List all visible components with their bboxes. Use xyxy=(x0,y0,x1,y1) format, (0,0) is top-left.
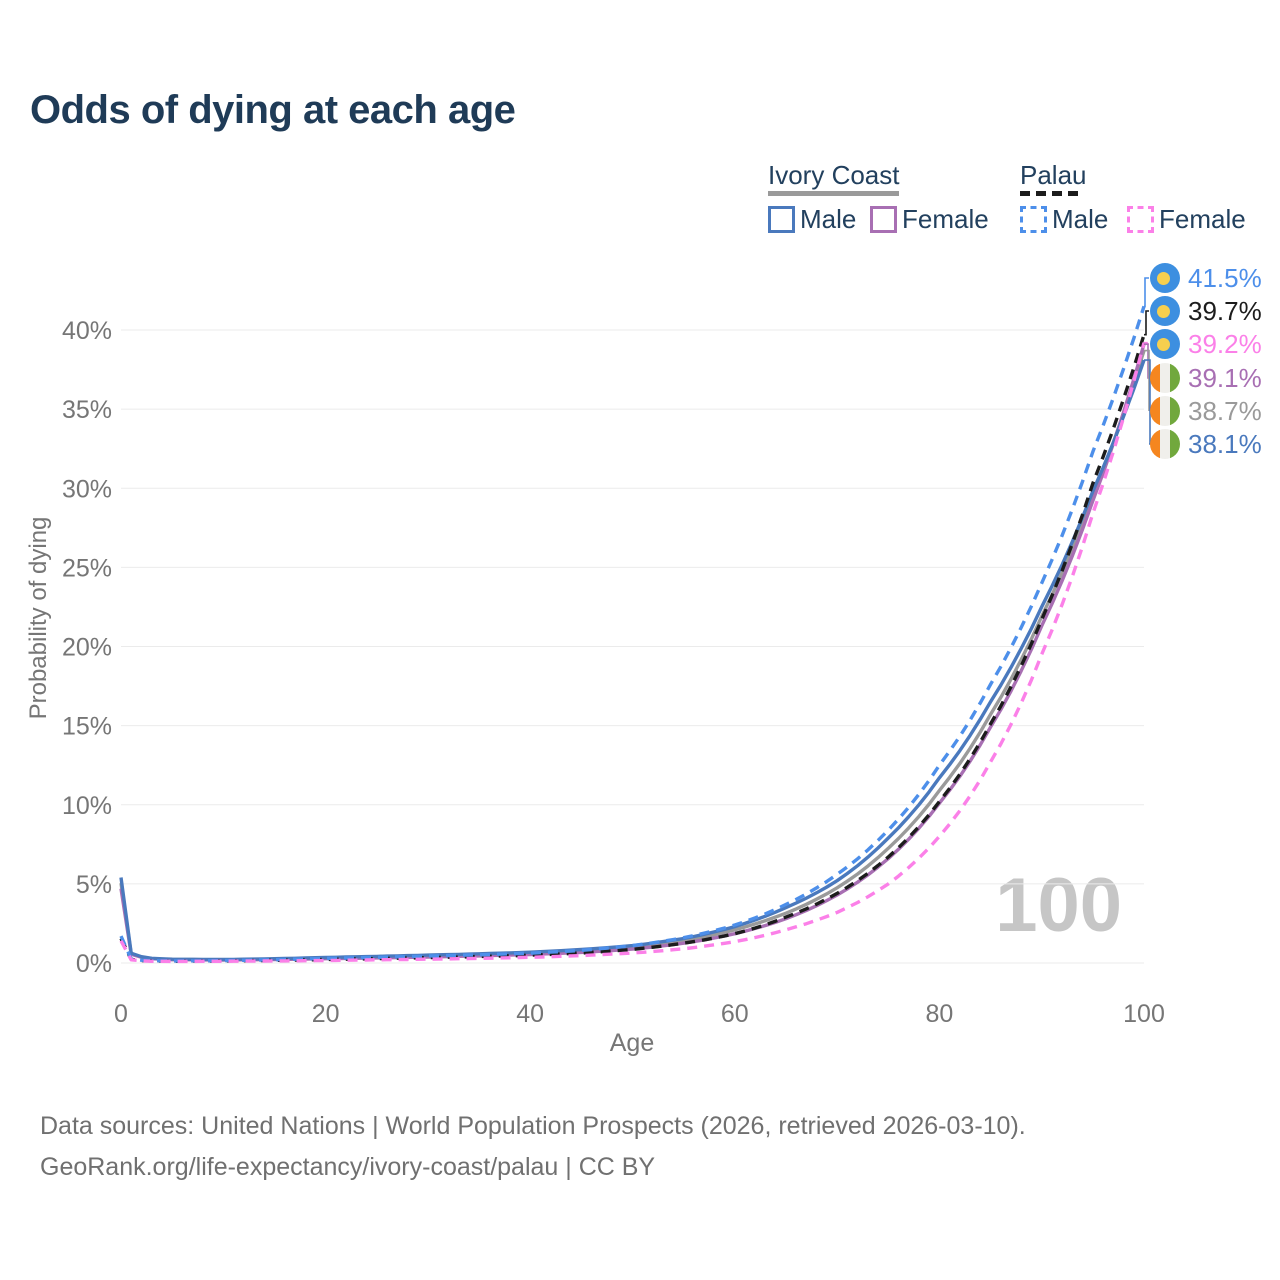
y-tick-label: 40% xyxy=(62,317,112,345)
x-tick-label: 20 xyxy=(312,1000,340,1028)
ivory-coast-flag-icon xyxy=(1150,363,1180,393)
chart-title: Odds of dying at each age xyxy=(30,88,516,132)
ivory-coast-flag-icon xyxy=(1150,429,1180,459)
label-connector xyxy=(1144,349,1150,411)
end-label-palau-female: 39.2% xyxy=(1150,328,1262,360)
series-line-palau-both-sexes[interactable] xyxy=(119,334,1146,963)
y-tick-label: 15% xyxy=(62,713,112,741)
legend-palau-underline xyxy=(1020,191,1083,196)
legend-swatch-ivory-coast-male[interactable] xyxy=(768,206,795,233)
series-line-palau-female[interactable] xyxy=(119,342,1146,964)
y-axis-title: Probability of dying xyxy=(25,517,52,720)
series-line-ivory-coast-both-sexes[interactable] xyxy=(119,350,1146,962)
palau-flag-moon xyxy=(1156,304,1170,318)
legend-ivory-coast-underline xyxy=(768,191,899,196)
palau-flag-moon xyxy=(1156,337,1170,351)
age-watermark: 100 xyxy=(995,863,1122,948)
legend-label-ivory-coast-male[interactable]: Male xyxy=(800,204,857,234)
y-tick-label: 10% xyxy=(62,792,112,820)
legend-label-ivory-coast-female[interactable]: Female xyxy=(902,204,989,234)
end-label-palau-male: 41.5% xyxy=(1150,262,1262,294)
end-label-value: 38.7% xyxy=(1188,395,1262,426)
series-line-palau-male[interactable] xyxy=(119,305,1146,963)
series-line-ivory-coast-female[interactable] xyxy=(119,343,1146,962)
end-label-ivory-coast-female: 39.1% xyxy=(1150,362,1262,394)
x-tick-label: 0 xyxy=(114,1000,128,1028)
y-tick-label: 30% xyxy=(62,475,112,503)
x-tick-label: 60 xyxy=(721,1000,749,1028)
x-tick-label: 40 xyxy=(516,1000,544,1028)
palau-flag-icon xyxy=(1150,296,1180,326)
footer-link: GeoRank.org/life-expectancy/ivory-coast/… xyxy=(40,1153,656,1181)
end-label-value: 39.2% xyxy=(1188,328,1262,359)
palau-flag-icon xyxy=(1150,329,1180,359)
series-line-ivory-coast-male[interactable] xyxy=(119,359,1146,962)
end-label-value: 41.5% xyxy=(1188,262,1262,293)
legend-swatch-palau-female[interactable] xyxy=(1127,206,1154,233)
end-label-value: 38.1% xyxy=(1188,428,1262,459)
x-tick-label: 100 xyxy=(1123,1000,1165,1028)
legend-label-palau-male[interactable]: Male xyxy=(1052,204,1109,234)
end-label-value: 39.1% xyxy=(1188,362,1262,393)
end-label-value: 39.7% xyxy=(1188,295,1262,326)
legend-swatch-palau-male[interactable] xyxy=(1020,206,1047,233)
legend-group-palau: Palau xyxy=(1020,160,1087,190)
x-axis-title: Age xyxy=(610,1029,654,1057)
label-connector xyxy=(1144,310,1149,336)
end-label-ivory-coast-male: 38.1% xyxy=(1150,428,1262,460)
label-connector xyxy=(1144,277,1149,308)
label-connector xyxy=(1144,359,1151,445)
x-tick-label: 80 xyxy=(925,1000,953,1028)
y-tick-label: 35% xyxy=(62,396,112,424)
legend-swatch-ivory-coast-female[interactable] xyxy=(870,206,897,233)
legend-label-palau-female[interactable]: Female xyxy=(1159,204,1246,234)
palau-flag-icon xyxy=(1150,263,1180,293)
y-tick-label: 20% xyxy=(62,634,112,662)
ivory-coast-flag-icon xyxy=(1150,396,1180,426)
palau-flag-moon xyxy=(1156,271,1170,285)
footer: Data sources: United Nations | World Pop… xyxy=(40,1106,1026,1188)
y-tick-label: 25% xyxy=(62,554,112,582)
end-label-palau-both: 39.7% xyxy=(1150,295,1262,327)
y-tick-label: 0% xyxy=(76,950,112,978)
end-label-ivory-coast-both: 38.7% xyxy=(1150,395,1262,427)
legend-group-ivory-coast: Ivory Coast xyxy=(768,160,900,190)
y-tick-label: 5% xyxy=(76,871,112,899)
footer-sources: Data sources: United Nations | World Pop… xyxy=(40,1112,1026,1140)
